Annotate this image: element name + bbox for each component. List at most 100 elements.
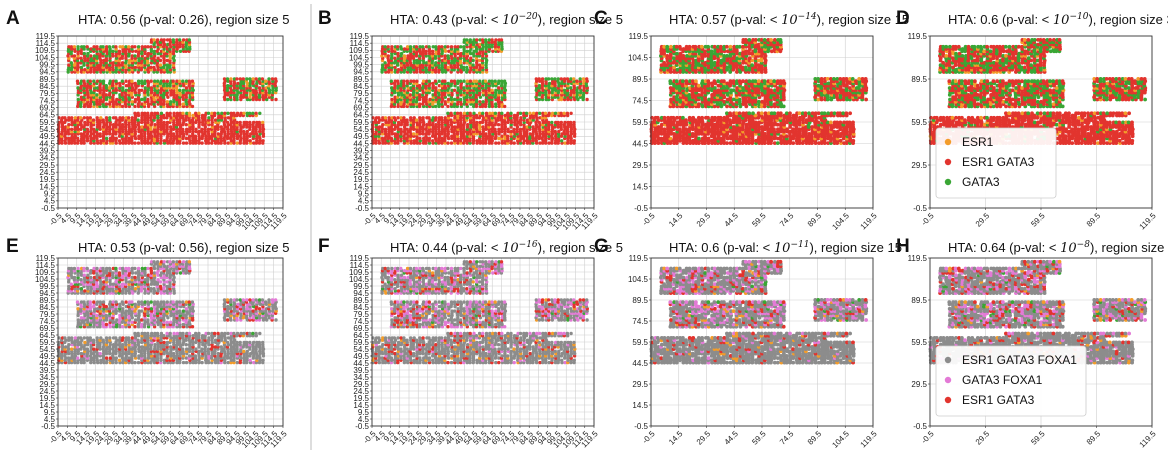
scatter-point <box>143 86 147 90</box>
scatter-point <box>455 111 460 116</box>
scatter-point <box>465 38 469 42</box>
scatter-point <box>140 88 144 93</box>
scatter-point <box>92 127 96 131</box>
scatter-point <box>149 45 153 49</box>
scatter-point <box>421 45 425 49</box>
scatter-point <box>79 132 84 136</box>
scatter-point <box>200 127 204 131</box>
scatter-point <box>386 54 390 58</box>
scatter-point <box>763 111 768 116</box>
scatter-point <box>70 116 74 120</box>
scatter-point <box>252 141 256 145</box>
scatter-point <box>251 88 255 93</box>
scatter-point <box>149 65 153 70</box>
scatter-point <box>477 111 482 116</box>
scatter-point <box>550 77 554 81</box>
scatter-point <box>101 79 106 83</box>
scatter-point <box>449 118 453 122</box>
scatter-point <box>478 63 482 67</box>
scatter-point <box>207 116 211 120</box>
scatter-point <box>524 111 529 116</box>
scatter-point <box>66 136 71 141</box>
scatter-point <box>478 100 482 104</box>
scatter-point <box>258 111 262 116</box>
scatter-point <box>120 104 125 109</box>
scatter-point <box>238 77 242 81</box>
scatter-point <box>462 79 466 83</box>
panel-a: A HTA: 0.56 (p-val: 0.26), region size 5-… <box>6 8 289 232</box>
scatter-point <box>585 77 589 81</box>
scatter-point <box>380 63 385 67</box>
scatter-point <box>251 120 256 125</box>
scatter-point <box>696 115 701 120</box>
scatter-point <box>421 116 425 120</box>
scatter-point <box>140 45 144 49</box>
scatter-point <box>83 68 87 72</box>
scatter-point <box>778 111 783 116</box>
scatter-point <box>572 120 576 125</box>
scatter-point <box>559 77 563 81</box>
scatter-point <box>190 104 195 109</box>
scatter-point <box>505 134 510 138</box>
scatter-point <box>807 111 811 116</box>
scatter-point <box>832 111 837 116</box>
scatter-point <box>537 77 541 81</box>
scatter-points <box>370 38 589 145</box>
scatter-point <box>89 54 93 58</box>
scatter-point <box>101 45 105 49</box>
scatter-point <box>153 123 157 127</box>
scatter-point <box>443 79 447 83</box>
scatter-point <box>449 141 454 145</box>
scatter-point <box>452 102 457 106</box>
scatter-point <box>828 120 833 125</box>
panel-letter: C <box>594 8 608 29</box>
scatter-point <box>120 61 125 65</box>
scatter-point <box>468 111 472 116</box>
scatter-point <box>178 38 182 42</box>
scatter-point <box>559 111 563 116</box>
scatter-point <box>462 86 466 90</box>
scatter-point <box>559 120 563 125</box>
scatter-point <box>146 45 150 49</box>
scatter-point <box>500 111 504 116</box>
scatter-point <box>462 45 466 49</box>
scatter-point <box>769 88 773 93</box>
scatter-point <box>184 136 189 141</box>
panel-title: HTA: 0.57 (p-val: < 10−14), region size … <box>669 12 909 28</box>
scatter-point <box>153 79 157 83</box>
panel-letter: B <box>318 8 332 29</box>
scatter-point <box>104 136 109 141</box>
scatter-point <box>418 136 422 141</box>
scatter-point <box>238 120 242 125</box>
scatter-point <box>76 45 80 49</box>
scatter-point <box>678 127 682 132</box>
scatter-point <box>390 86 394 90</box>
scatter-point <box>155 111 160 116</box>
scatter-point <box>431 139 435 143</box>
scatter-point <box>822 111 827 116</box>
scatter-point <box>810 125 815 129</box>
scatter-point <box>550 120 554 125</box>
scatter-point <box>168 111 172 116</box>
scatter-point <box>427 116 431 120</box>
scatter-point <box>146 111 150 116</box>
scatter-point <box>136 118 140 122</box>
scatter-point <box>121 116 125 120</box>
scatter-point <box>99 139 103 143</box>
scatter-point <box>134 49 138 53</box>
scatter-point <box>75 79 80 83</box>
scatter-point <box>412 132 416 136</box>
scatter-point <box>184 141 189 145</box>
scatter-point <box>194 127 198 131</box>
scatter-point <box>691 115 696 120</box>
scatter-point <box>236 81 240 86</box>
scatter-point <box>69 45 74 49</box>
scatter-point <box>560 139 564 143</box>
scatter-point <box>396 79 400 83</box>
scatter-point <box>446 54 450 58</box>
scatter-point <box>133 45 137 49</box>
scatter-point <box>851 120 855 125</box>
scatter-point <box>150 111 154 116</box>
scatter-point <box>412 116 416 120</box>
scatter-point <box>662 127 667 132</box>
